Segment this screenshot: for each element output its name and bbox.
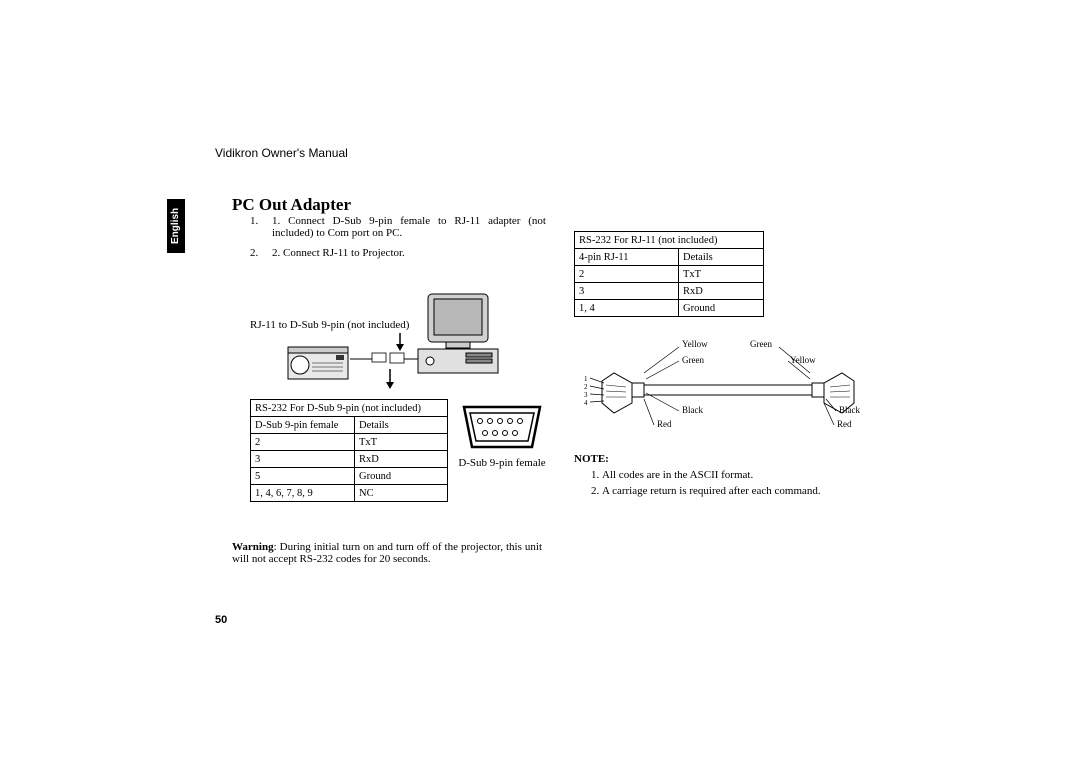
warning-label: Warning	[232, 541, 274, 553]
pin-3: 3	[584, 391, 588, 399]
label-yellow: Yellow	[682, 339, 708, 349]
pin-2: 2	[584, 383, 588, 391]
label-green: Green	[682, 355, 704, 365]
cell: 5	[251, 468, 355, 485]
dsub-pin-table: RS-232 For D-Sub 9-pin (not included) D-…	[250, 399, 448, 502]
step-text-2: 2. Connect RJ-11 to Projector.	[272, 247, 546, 259]
cell: Ground	[679, 300, 764, 317]
cell: Ground	[355, 468, 448, 485]
dsub-connector-icon	[458, 399, 546, 457]
cell: RxD	[355, 451, 448, 468]
cell: 1, 4, 6, 7, 8, 9	[251, 485, 355, 502]
cell: 2	[575, 266, 679, 283]
col-header: Details	[355, 417, 448, 434]
section-title: PC Out Adapter	[232, 195, 351, 215]
pin-1: 1	[584, 375, 588, 383]
note-item-1: All codes are in the ASCII format.	[602, 469, 884, 481]
label-red: Red	[657, 419, 672, 429]
connection-diagram	[250, 289, 550, 399]
note-heading: NOTE:	[574, 453, 884, 465]
step-num-1: 1.	[250, 215, 272, 239]
right-column: RS-232 For RJ-11 (not included) 4-pin RJ…	[574, 231, 884, 508]
col-header: 4-pin RJ-11	[575, 249, 679, 266]
label-black: Black	[682, 405, 703, 415]
cell: RxD	[679, 283, 764, 300]
label-yellow-r: Yellow	[790, 355, 816, 365]
warning-body: : During initial turn on and turn off of…	[232, 541, 542, 565]
cell: NC	[355, 485, 448, 502]
rj11-pin-table: RS-232 For RJ-11 (not included) 4-pin RJ…	[574, 231, 764, 317]
label-green-r: Green	[750, 339, 772, 349]
cell: TxT	[679, 266, 764, 283]
col-header: D-Sub 9-pin female	[251, 417, 355, 434]
step-text-1: 1. Connect D-Sub 9-pin female to RJ-11 a…	[272, 215, 546, 239]
cell: 2	[251, 434, 355, 451]
page-number: 50	[215, 614, 227, 626]
pin-4: 4	[584, 399, 588, 407]
col-header: Details	[679, 249, 764, 266]
left-column: 1. 1. Connect D-Sub 9-pin female to RJ-1…	[250, 215, 546, 502]
cell: 3	[251, 451, 355, 468]
label-black-r: Black	[839, 405, 860, 415]
step-num-2: 2.	[250, 247, 272, 259]
caption-dsub: D-Sub 9-pin female	[458, 457, 546, 469]
label-red-r: Red	[837, 419, 852, 429]
cell: 3	[575, 283, 679, 300]
doc-header: Vidikron Owner's Manual	[215, 146, 348, 160]
cable-diagram: 1 2 3 4 Yellow Green Black Red Green Yel…	[574, 333, 884, 443]
cell: TxT	[355, 434, 448, 451]
note-item-2: A carriage return is required after each…	[602, 485, 884, 497]
language-tab: English	[167, 199, 185, 253]
cell: 1, 4	[575, 300, 679, 317]
table-header: RS-232 For RJ-11 (not included)	[575, 232, 764, 249]
table-header: RS-232 For D-Sub 9-pin (not included)	[251, 400, 448, 417]
note-list: All codes are in the ASCII format. A car…	[574, 469, 884, 497]
warning-text: Warning: During initial turn on and turn…	[232, 541, 542, 565]
